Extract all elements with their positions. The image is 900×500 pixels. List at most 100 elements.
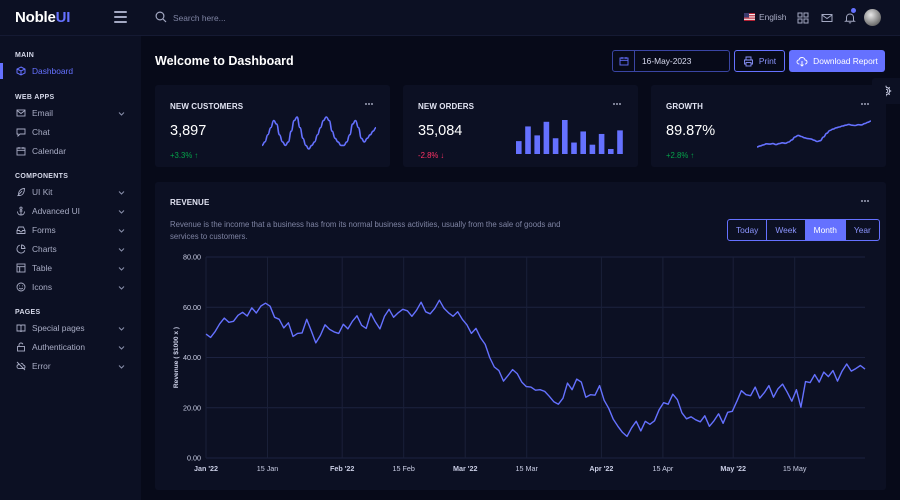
sidebar-item-authentication[interactable]: Authentication xyxy=(0,339,141,355)
sparkline-path xyxy=(261,116,377,150)
card-title: REVENUE xyxy=(170,198,210,207)
sidebar-item-label: Dashboard xyxy=(32,66,73,76)
y-tick-label: 0.00 xyxy=(187,454,201,463)
sidebar-header: NobleUI xyxy=(0,0,141,36)
stat-card-new-orders: NEW ORDERS 35,084 -2.8% ↓ xyxy=(403,85,638,167)
period-month-button[interactable]: Month xyxy=(805,220,846,240)
sidebar-item-label: Chat xyxy=(32,127,50,137)
sidebar-item-ui-kit[interactable]: UI Kit xyxy=(0,184,141,200)
language-label: English xyxy=(759,12,787,22)
menu-toggle-icon[interactable] xyxy=(114,11,127,23)
printer-icon xyxy=(743,56,753,66)
period-year-button[interactable]: Year xyxy=(853,225,871,235)
section-title-web-apps: WEB APPS xyxy=(15,94,55,101)
section-title-pages: PAGES xyxy=(15,309,41,316)
revenue-series-line xyxy=(205,299,866,438)
sidebar-item-label: Error xyxy=(32,361,51,371)
sidebar-item-dashboard[interactable]: Dashboard xyxy=(0,63,141,79)
more-horizontal-icon[interactable] xyxy=(860,101,870,107)
chevron-down-icon xyxy=(118,345,125,350)
us-flag-icon xyxy=(744,13,755,21)
sidebar-item-chat[interactable]: Chat xyxy=(0,124,141,140)
period-week-button[interactable]: Week xyxy=(767,220,806,240)
order-bar xyxy=(534,135,540,154)
sidebar-item-table[interactable]: Table xyxy=(0,260,141,276)
date-value: 16-May-2023 xyxy=(642,56,692,66)
date-picker[interactable]: 16-May-2023 xyxy=(612,50,730,72)
x-tick-label: May '22 xyxy=(720,464,746,473)
sidebar-item-icons[interactable]: Icons xyxy=(0,279,141,295)
x-tick-label: Apr '22 xyxy=(589,464,613,473)
avatar[interactable] xyxy=(864,9,881,26)
card-value: 89.87% xyxy=(666,123,716,139)
print-button[interactable]: Print xyxy=(734,50,785,72)
x-tick-label: 15 Apr xyxy=(653,464,674,473)
sidebar-item-charts[interactable]: Charts xyxy=(0,241,141,257)
card-value: 3,897 xyxy=(170,123,207,139)
top-navbar: English xyxy=(141,0,900,36)
smile-icon xyxy=(16,282,26,292)
arrow-down-icon: ↓ xyxy=(440,151,445,160)
more-horizontal-icon[interactable] xyxy=(612,101,622,107)
x-tick-label: Jan '22 xyxy=(194,464,218,473)
calendar-icon xyxy=(16,147,26,156)
mail-icon xyxy=(16,109,26,117)
sidebar-item-label: Icons xyxy=(32,282,53,292)
card-change: +3.3% ↑ xyxy=(170,151,199,160)
search-icon xyxy=(155,11,167,23)
sidebar-item-special-pages[interactable]: Special pages xyxy=(0,320,141,336)
active-indicator xyxy=(0,63,3,79)
sidebar-item-label: Authentication xyxy=(32,342,86,352)
chevron-down-icon xyxy=(118,247,125,252)
notification-dot xyxy=(851,8,856,13)
sidebar-item-label: Charts xyxy=(32,244,57,254)
download-report-button[interactable]: Download Report xyxy=(789,50,885,72)
card-title: NEW CUSTOMERS xyxy=(170,102,244,111)
grid-icon[interactable] xyxy=(797,12,809,24)
stat-card-new-customers: NEW CUSTOMERS 3,897 +3.3% ↑ xyxy=(155,85,390,167)
anchor-icon xyxy=(17,206,25,216)
sidebar-item-advanced-ui[interactable]: Advanced UI xyxy=(0,203,141,219)
chevron-down-icon xyxy=(118,111,125,116)
inbox-icon xyxy=(16,226,26,234)
calendar-icon xyxy=(619,57,628,66)
book-icon xyxy=(16,324,26,333)
sidebar-item-calendar[interactable]: Calendar xyxy=(0,143,141,159)
period-today-button[interactable]: Today xyxy=(728,220,768,240)
chevron-down-icon xyxy=(118,209,125,214)
x-tick-label: Feb '22 xyxy=(330,464,354,473)
arrow-up-icon: ↑ xyxy=(194,151,199,160)
order-bar xyxy=(571,142,577,154)
sidebar-item-label: Special pages xyxy=(32,323,85,333)
sidebar-item-label: Calendar xyxy=(32,146,66,156)
page-title: Welcome to Dashboard xyxy=(155,54,294,68)
order-bar xyxy=(608,148,614,154)
y-tick-label: 80.00 xyxy=(183,253,201,262)
search-input[interactable] xyxy=(173,9,373,27)
order-bar xyxy=(525,126,531,154)
unlock-icon xyxy=(17,342,25,352)
x-tick-label: 15 Feb xyxy=(393,464,415,473)
sidebar-item-error[interactable]: Error xyxy=(0,358,141,374)
mail-icon[interactable] xyxy=(821,12,833,24)
more-horizontal-icon[interactable] xyxy=(860,198,870,204)
y-tick-label: 20.00 xyxy=(183,403,201,412)
chevron-down-icon xyxy=(118,364,125,369)
more-horizontal-icon[interactable] xyxy=(364,101,374,107)
pie-chart-icon xyxy=(16,244,26,254)
x-tick-label: 15 May xyxy=(783,464,807,473)
x-tick-label: Mar '22 xyxy=(453,464,477,473)
growth-sparkline xyxy=(756,120,872,148)
card-title: NEW ORDERS xyxy=(418,102,475,111)
bell-icon[interactable] xyxy=(844,12,856,24)
date-picker-button[interactable] xyxy=(613,51,635,71)
sidebar-item-forms[interactable]: Forms xyxy=(0,222,141,238)
y-axis-label: Revenue ( $1000 x ) xyxy=(173,327,180,388)
section-title-components: COMPONENTS xyxy=(15,173,69,180)
sidebar-item-email[interactable]: Email xyxy=(0,105,141,121)
chevron-down-icon xyxy=(118,266,125,271)
download-label: Download Report xyxy=(813,56,878,66)
brand-logo[interactable]: NobleUI xyxy=(15,9,71,26)
language-selector[interactable]: English xyxy=(744,12,786,22)
y-tick-label: 40.00 xyxy=(183,353,201,362)
